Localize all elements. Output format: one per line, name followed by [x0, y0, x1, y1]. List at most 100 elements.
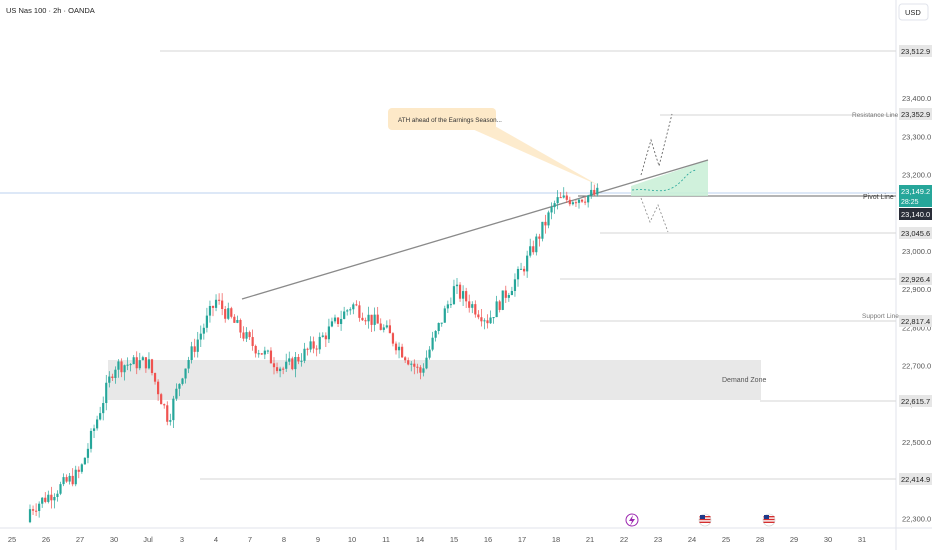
candle-down[interactable] — [413, 363, 416, 367]
candle-down[interactable] — [416, 366, 419, 368]
candle-up[interactable] — [47, 494, 50, 502]
candle-up[interactable] — [349, 309, 352, 311]
candle-up[interactable] — [437, 323, 440, 331]
us-flag-icon[interactable] — [698, 513, 712, 527]
candle-up[interactable] — [190, 346, 193, 360]
candle-down[interactable] — [315, 348, 318, 350]
candle-up[interactable] — [28, 509, 32, 523]
candle-up[interactable] — [385, 325, 388, 328]
candle-up[interactable] — [535, 236, 538, 253]
candle-up[interactable] — [294, 356, 297, 370]
candle-up[interactable] — [300, 360, 303, 362]
candle-up[interactable] — [184, 368, 187, 379]
candle-up[interactable] — [489, 317, 492, 324]
candle-up[interactable] — [343, 311, 346, 319]
candle-up[interactable] — [529, 246, 532, 256]
candle-up[interactable] — [495, 301, 498, 318]
candle-up[interactable] — [132, 357, 135, 365]
candle-down[interactable] — [120, 361, 123, 373]
candle-down[interactable] — [160, 394, 163, 405]
candle-up[interactable] — [492, 317, 495, 319]
candle-up[interactable] — [99, 413, 102, 420]
candle-up[interactable] — [547, 212, 550, 226]
candle-down[interactable] — [230, 308, 233, 317]
candle-up[interactable] — [446, 304, 449, 309]
candle-up[interactable] — [333, 317, 337, 322]
candle-down[interactable] — [275, 367, 279, 372]
candle-up[interactable] — [266, 350, 269, 352]
candle-down[interactable] — [593, 189, 596, 195]
candle-up[interactable] — [108, 376, 111, 383]
candle-down[interactable] — [211, 305, 215, 308]
candle-up[interactable] — [452, 286, 456, 305]
candle-down[interactable] — [568, 199, 571, 205]
candle-up[interactable] — [541, 221, 544, 239]
candle-up[interactable] — [562, 195, 565, 198]
candle-up[interactable] — [138, 360, 141, 369]
candle-down[interactable] — [407, 360, 410, 365]
candle-up[interactable] — [303, 348, 306, 361]
candle-down[interactable] — [312, 341, 315, 349]
candle-down[interactable] — [391, 333, 395, 344]
candle-up[interactable] — [516, 268, 520, 280]
price-tag-resistance[interactable]: 23,352.9 — [899, 108, 932, 120]
candle-up[interactable] — [263, 350, 266, 355]
candle-up[interactable] — [187, 359, 190, 369]
candle-down[interactable] — [291, 358, 294, 370]
rising-trendline[interactable] — [241, 159, 709, 300]
candle-down[interactable] — [355, 304, 358, 306]
candle-down[interactable] — [474, 304, 477, 315]
candle-down[interactable] — [135, 357, 138, 369]
candle-up[interactable] — [428, 349, 431, 358]
candle-down[interactable] — [580, 199, 584, 202]
lightning-icon[interactable] — [625, 513, 639, 527]
candle-up[interactable] — [367, 314, 370, 322]
candle-up[interactable] — [526, 255, 529, 272]
candle-down[interactable] — [498, 301, 501, 310]
candle-up[interactable] — [577, 199, 581, 203]
candle-down[interactable] — [260, 353, 263, 355]
candle-down[interactable] — [544, 221, 547, 226]
candle-down[interactable] — [465, 291, 468, 302]
candle-down[interactable] — [336, 317, 340, 324]
candle-down[interactable] — [65, 477, 68, 482]
candle-up[interactable] — [175, 388, 178, 399]
candle-up[interactable] — [513, 279, 517, 291]
candle-up[interactable] — [309, 341, 312, 350]
candle-down[interactable] — [388, 325, 391, 334]
candle-down[interactable] — [153, 373, 157, 382]
candle-down[interactable] — [251, 337, 254, 346]
candle-up[interactable] — [227, 308, 230, 319]
candle-down[interactable] — [242, 332, 245, 339]
candle-down[interactable] — [248, 332, 251, 338]
candle-up[interactable] — [352, 304, 355, 310]
candle-down[interactable] — [324, 335, 327, 340]
candle-up[interactable] — [596, 187, 599, 195]
candle-up[interactable] — [56, 493, 59, 498]
price-tag-top-level[interactable]: 23,512.9 — [899, 45, 932, 57]
price-tag-22926[interactable]: 22,926.4 — [899, 273, 932, 285]
candle-down[interactable] — [376, 314, 379, 324]
candle-down[interactable] — [31, 509, 35, 511]
candle-up[interactable] — [422, 368, 425, 373]
candle-up[interactable] — [196, 339, 199, 352]
candle-up[interactable] — [550, 207, 553, 213]
candle-down[interactable] — [584, 201, 587, 203]
candle-up[interactable] — [181, 378, 184, 384]
candle-up[interactable] — [208, 305, 212, 316]
candle-down[interactable] — [111, 376, 114, 378]
candle-up[interactable] — [553, 203, 556, 208]
candle-up[interactable] — [443, 308, 446, 323]
candle-down[interactable] — [559, 197, 562, 199]
candle-down[interactable] — [35, 510, 38, 512]
candle-down[interactable] — [364, 320, 367, 322]
candle-down[interactable] — [358, 305, 361, 318]
candle-up[interactable] — [507, 295, 510, 298]
price-tag-support[interactable]: 22,817.4 — [899, 315, 932, 327]
candle-down[interactable] — [306, 348, 309, 350]
candle-down[interactable] — [401, 346, 404, 358]
candle-up[interactable] — [74, 469, 77, 485]
candle-up[interactable] — [89, 430, 93, 449]
candle-down[interactable] — [538, 236, 541, 239]
